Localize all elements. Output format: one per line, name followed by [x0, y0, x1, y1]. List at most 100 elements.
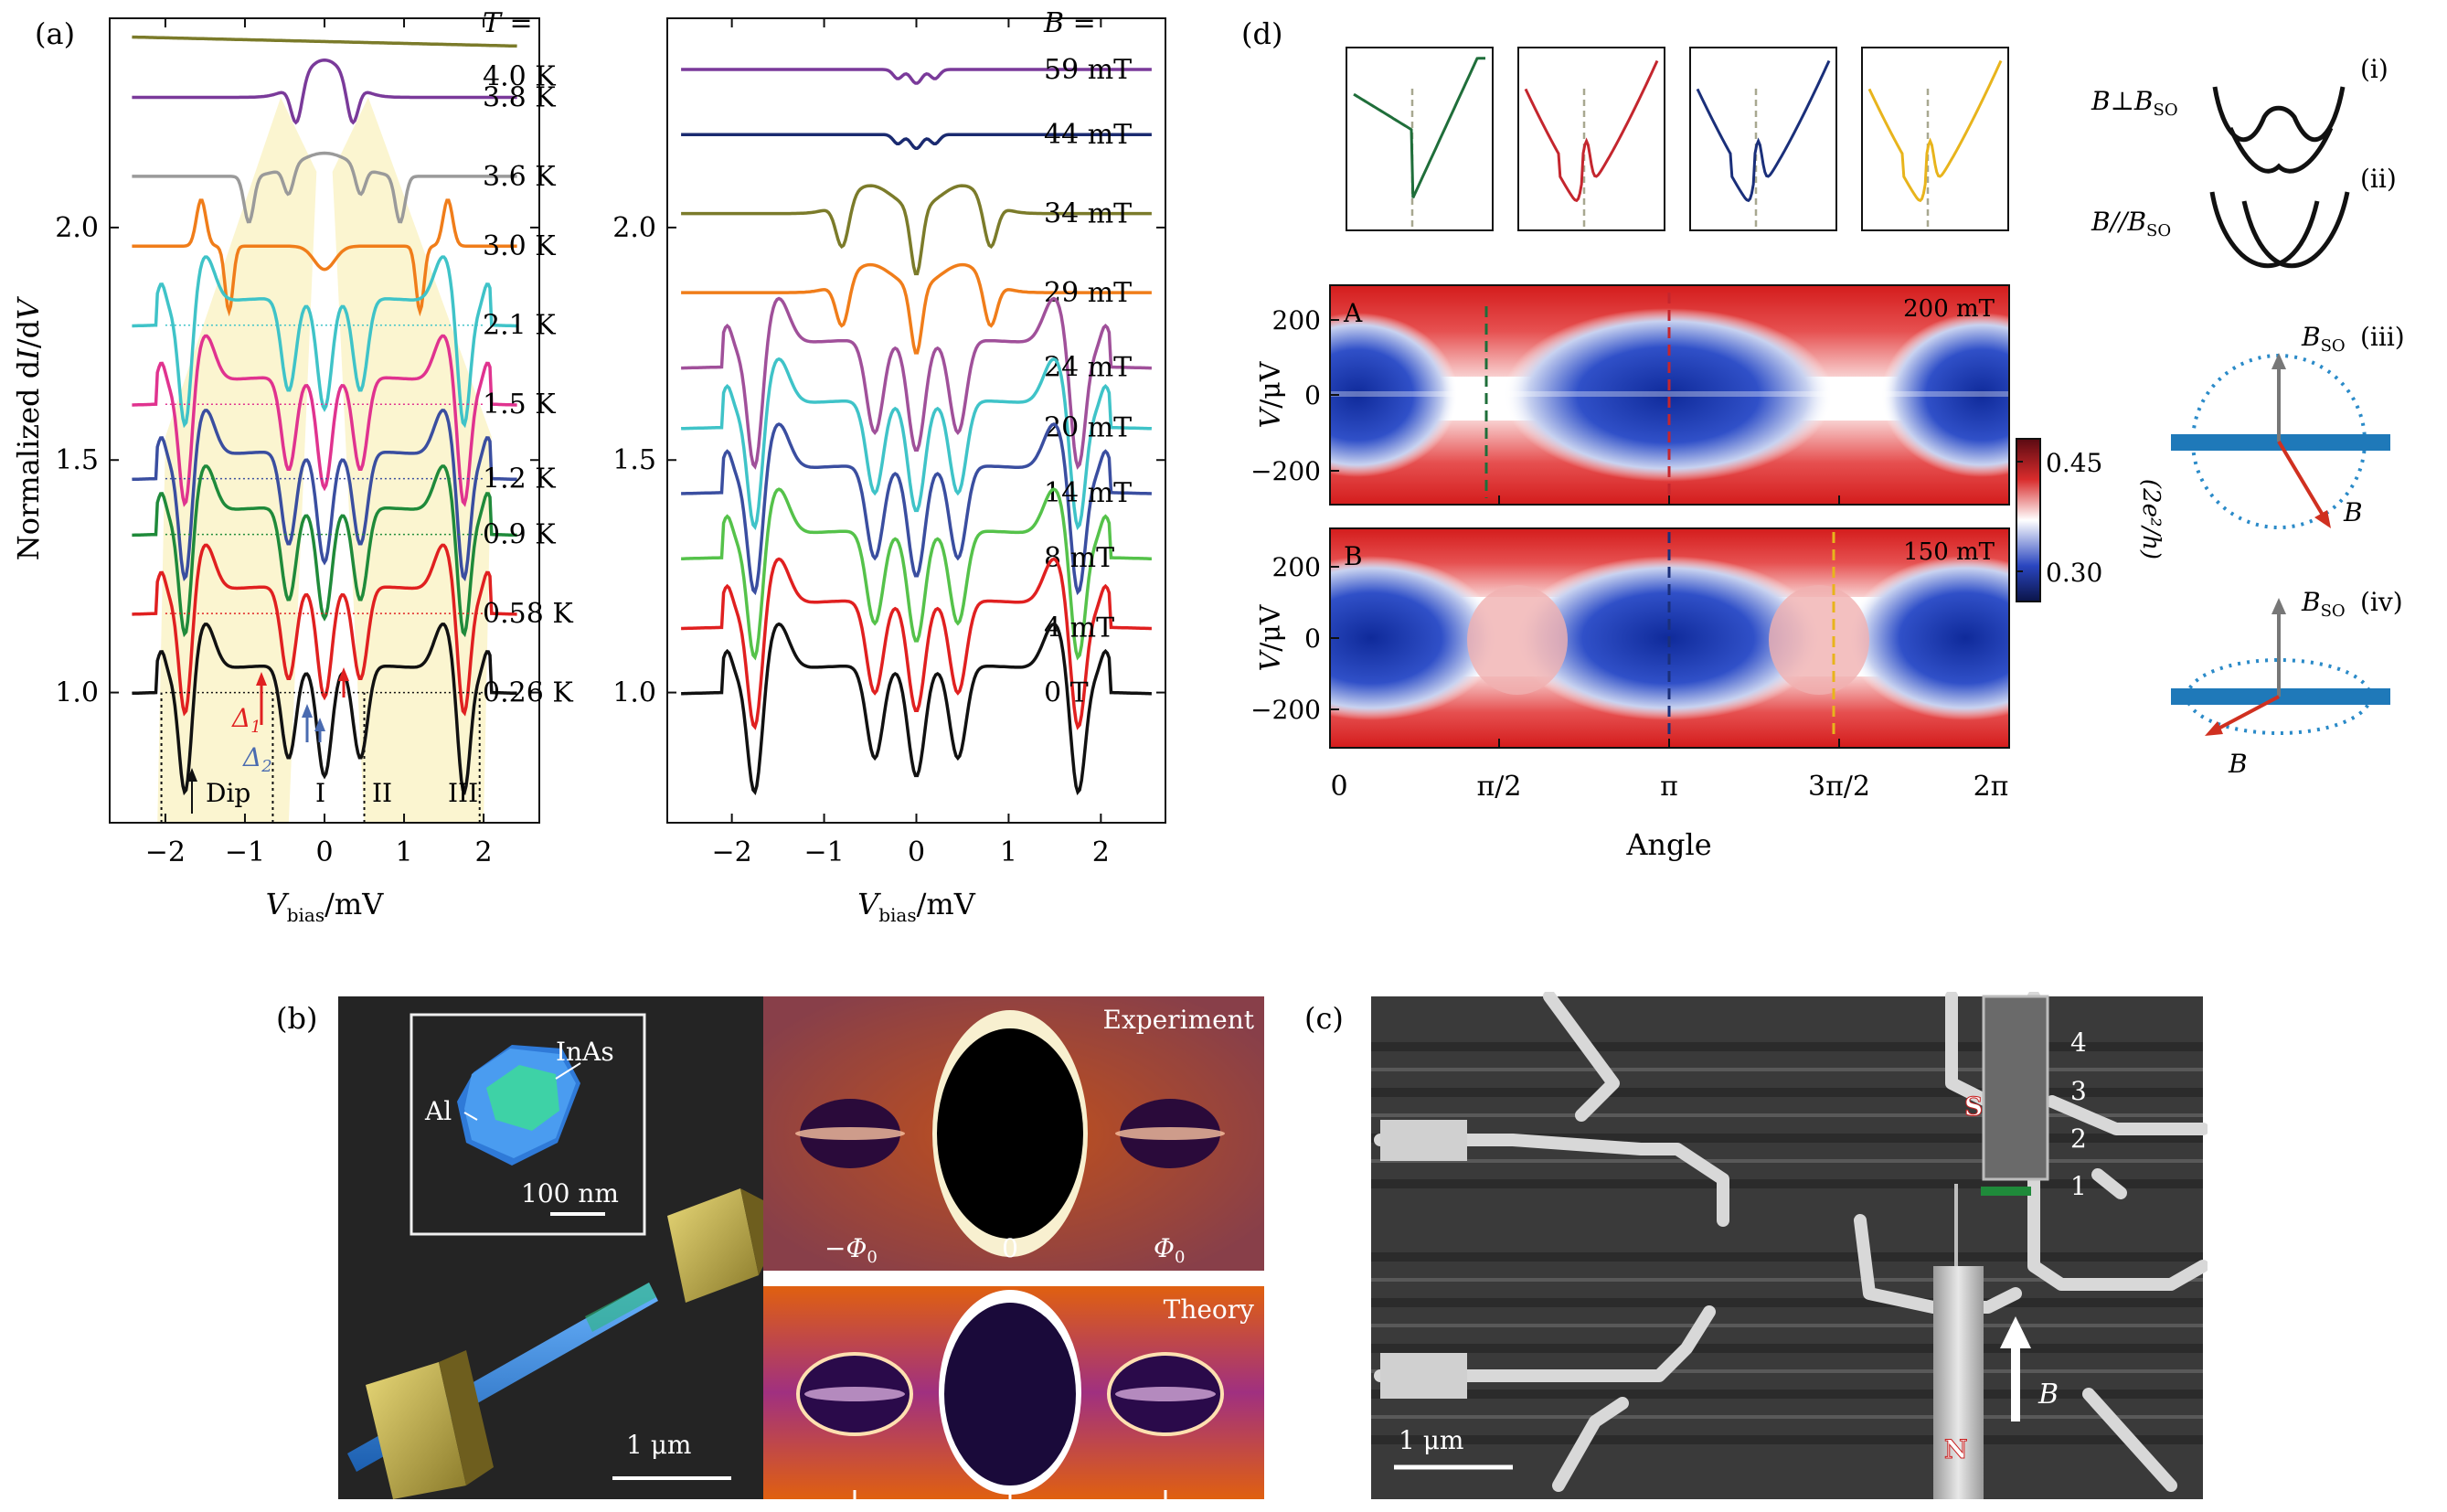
field-schematic-iv: BSO (iv) B	[2171, 587, 2403, 779]
series-curve-44mT	[681, 133, 1152, 150]
panel-d: (d) A 200 mT B 150 mT 0 π/2 π 3π/2 2π 200 0 −20…	[1241, 16, 2405, 862]
linecut-insets	[1346, 47, 2009, 231]
x-tick-label: 2π	[1974, 771, 2009, 803]
colorbar	[2016, 438, 2041, 602]
y-tick-label: 1.0	[612, 677, 656, 709]
series-label: 1.2 K	[483, 463, 556, 495]
series-label: 1.5 K	[483, 389, 556, 421]
series-curve-058K	[132, 543, 517, 717]
panel-b-label: (b)	[276, 1001, 317, 1036]
panel-a-label: (a)	[35, 16, 75, 51]
y-tick-label: −200	[1250, 456, 1321, 486]
legend-header: B =	[1043, 7, 1096, 39]
map-b-label: B	[1344, 541, 1363, 571]
region-iii-label: III	[448, 778, 478, 808]
colorbar-label: (2e²/h)	[2137, 479, 2165, 559]
delta1-label: Δ1	[231, 703, 261, 737]
y-tick-label: 200	[1272, 305, 1321, 335]
x-tick-label: 0	[908, 836, 925, 868]
series-curve-8mT	[681, 487, 1152, 661]
al-label: Al	[424, 1096, 452, 1126]
y-tick-label: 0	[1304, 380, 1321, 410]
main-scale-label: 1 μm	[626, 1430, 691, 1460]
series-curve-38K	[132, 59, 517, 125]
y-tick-label: 2.0	[612, 212, 656, 244]
panel-c: (c)	[1304, 992, 2208, 1499]
contact-2: 2	[2070, 1123, 2087, 1154]
inset-frame	[410, 1013, 646, 1236]
flux-zero-label: 0	[1002, 1233, 1018, 1263]
x-tick-label: −1	[803, 836, 844, 868]
series-curve-59mT	[681, 68, 1152, 85]
panel-c-label: (c)	[1304, 1001, 1344, 1036]
x-axis-label: Vbias/mV	[857, 887, 976, 926]
y-tick-label: 1.5	[55, 444, 99, 476]
x-tick-label: −1	[225, 836, 265, 868]
series-curve-15K	[132, 334, 517, 507]
bso-label-iv: BSO	[2301, 587, 2346, 621]
map-a-field: 200 mT	[1903, 295, 1995, 323]
series-label: 0.9 K	[483, 519, 556, 551]
par-label: B//BSO	[2091, 207, 2171, 240]
inas-label: InAs	[556, 1037, 614, 1067]
panel-a: (a) Normalized dI/dV −2 −1 0 1 2 1.0 1.5 2.0 Vbi…	[11, 7, 1166, 926]
y-tick-label: 2.0	[55, 212, 99, 244]
nanowire-sem: InAs Al 100 nm 1 μm	[338, 996, 763, 1499]
s-label: S	[1964, 1091, 1983, 1122]
y-label-a: V/μV	[1255, 360, 1287, 428]
colorbar-max: 0.45	[2046, 448, 2102, 478]
linecut-2	[1517, 47, 1665, 231]
flux-plus-label: Φ0	[1154, 1233, 1185, 1267]
schematic-iii-label: (iii)	[2360, 322, 2405, 352]
heatmap-axes: 0 π/2 π 3π/2 2π 200 0 −200 200 0 −200	[1250, 305, 2010, 803]
series-label: 24 mT	[1044, 352, 1132, 384]
series-label: 2.1 K	[483, 310, 556, 342]
series-curve-30K	[132, 198, 517, 317]
experiment-map: Experiment −Φ0 0 Φ0	[763, 996, 1264, 1271]
flux-minus-label: −Φ0	[825, 1233, 878, 1267]
panel-d-label: (d)	[1241, 16, 1282, 51]
map-b-field: 150 mT	[1903, 538, 1995, 566]
x-tick-label: −2	[145, 836, 186, 868]
series-label: 34 mT	[1044, 198, 1132, 230]
field-plot: −2 −1 0 1 2 1.0 1.5 2.0 Vbias/mV B = 59 mT 44 mT 34 …	[612, 7, 1166, 926]
series-curve-20mT	[681, 357, 1152, 530]
bso-label-iii: BSO	[2301, 322, 2346, 356]
series-label: 0.26 K	[483, 677, 573, 709]
map-a-label: A	[1343, 298, 1363, 328]
series-label: 4 mT	[1044, 612, 1114, 644]
panel-b: (b) InAs Al 100 nm 1 μm Experiment −Φ0	[276, 996, 1264, 1499]
perp-label: B⊥BSO	[2091, 86, 2178, 120]
x-tick-label: π	[1660, 771, 1678, 803]
series-label: 0 T	[1044, 677, 1089, 709]
schematic-iv-label: (iv)	[2360, 587, 2403, 617]
series-curve-0T	[681, 622, 1152, 795]
linecut-4	[1861, 47, 2009, 231]
x-tick-label: 2	[475, 836, 493, 868]
x-tick-label: 1	[395, 836, 412, 868]
temperature-plot: −2 −1 0 1 2 1.0 1.5 2.0 Vbias/mV T = 4.0 K3.8 K 3.6…	[55, 7, 573, 926]
schematic-i-label: (i)	[2360, 54, 2388, 84]
series-label: 4.0 K	[483, 60, 556, 92]
series-curve-29mT	[681, 262, 1152, 355]
x-axis-label: Angle	[1625, 827, 1711, 862]
x-tick-label: 2	[1092, 836, 1110, 868]
contact-4: 4	[2070, 1028, 2087, 1058]
series-curve-12K	[132, 409, 517, 581]
series-curve-21K	[132, 255, 517, 429]
x-tick-label: 0	[1330, 771, 1347, 803]
region-ii-label: II	[372, 778, 392, 808]
x-tick-label: −2	[712, 836, 752, 868]
x-tick-label: 1	[1000, 836, 1017, 868]
device-sem: S N 4 3 2 1 B 1 μm	[1371, 992, 2208, 1499]
green-marker	[1981, 1187, 2031, 1196]
series-label: 59 mT	[1044, 54, 1132, 86]
band-schematic: (i) (ii) B⊥BSO B//BSO	[2091, 54, 2397, 269]
y-tick-label: 1.0	[55, 677, 99, 709]
shaded-regions	[157, 97, 492, 823]
y-tick-label: −200	[1250, 695, 1321, 725]
gap-annotations: Δ1 Δ2 Dip I II III	[186, 667, 478, 814]
legend-header: T =	[483, 7, 533, 39]
x-tick-label: 3π/2	[1808, 771, 1870, 803]
field-schematic-iii: BSO (iii) B	[2171, 322, 2405, 529]
